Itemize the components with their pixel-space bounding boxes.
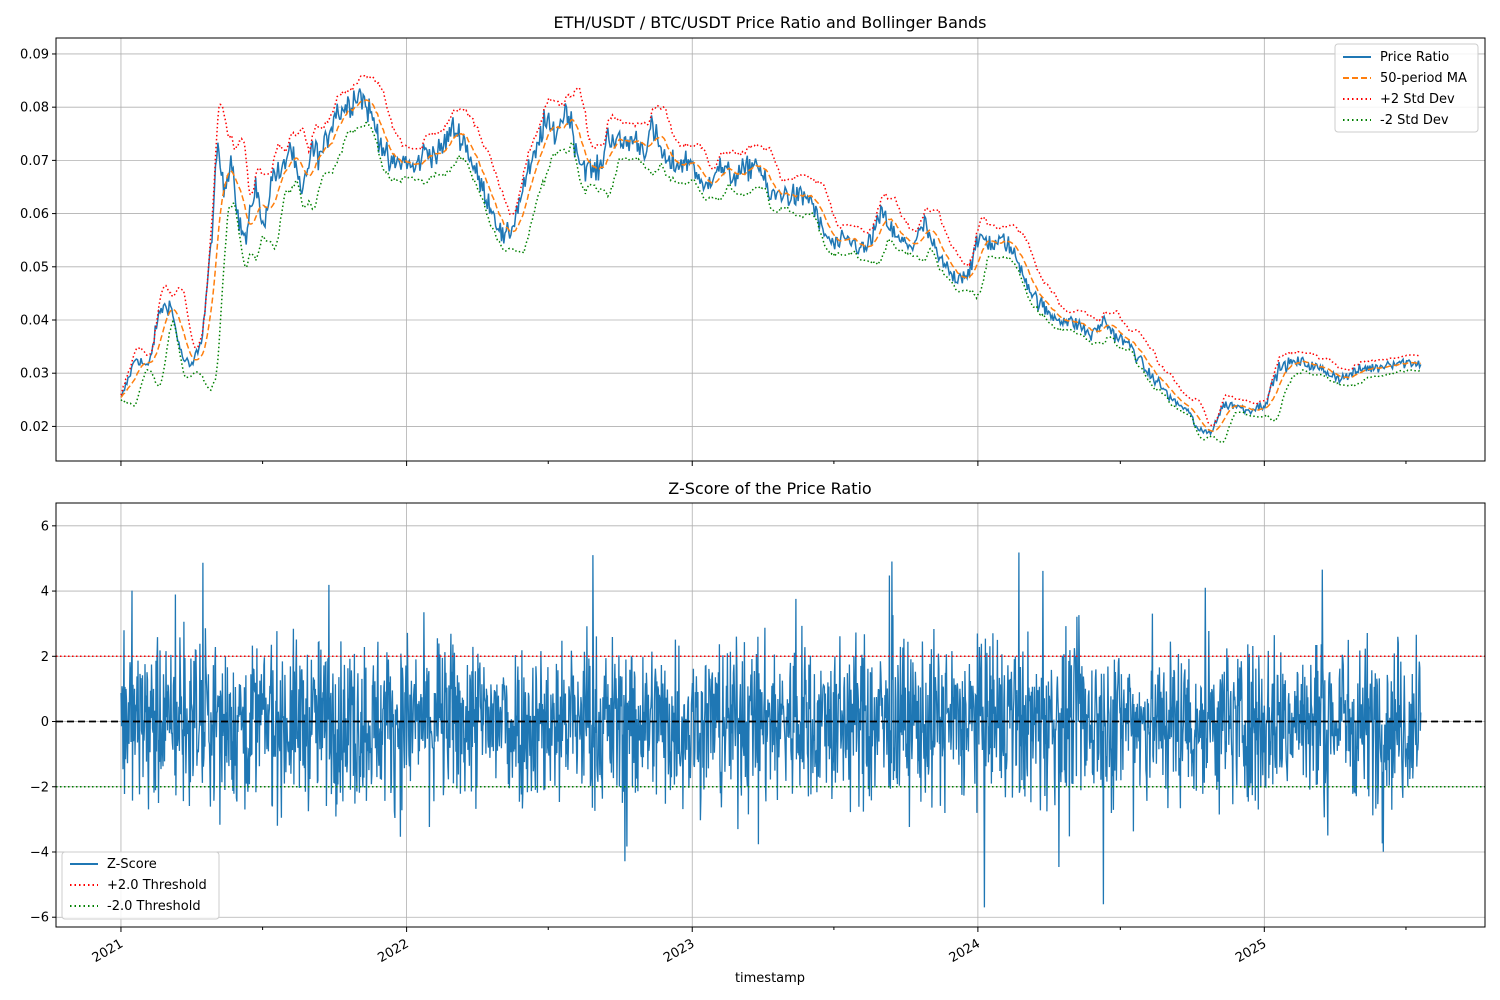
price-ratio-y-ticks: 0.02 0.03 0.04 0.05 0.06 0.07 0.08 0.09 xyxy=(20,47,56,435)
upper-band-line xyxy=(120,74,1421,428)
price-ratio-x-ticks xyxy=(120,461,1407,466)
price-ratio-y-tick-label: 0.02 xyxy=(20,420,49,435)
price-ratio-y-tick-label: 0.04 xyxy=(20,314,49,329)
price-ratio-axes-frame xyxy=(55,37,1486,462)
price-ratio-series xyxy=(120,74,1422,444)
price-ratio-y-tick-label: 0.09 xyxy=(20,47,49,62)
zscore-y-tick-label: 2 xyxy=(41,650,49,665)
zscore-legend: Z-Score +2.0 Threshold -2.0 Threshold xyxy=(61,851,220,920)
zscore-line xyxy=(120,552,1422,908)
price-ratio-grid xyxy=(56,38,1485,461)
lower-band-line xyxy=(120,121,1421,444)
legend-label-ma: 50-period MA xyxy=(1380,71,1467,86)
legend-label-zscore: Z-Score xyxy=(107,857,157,872)
moving-average-line xyxy=(120,99,1421,432)
price-ratio-y-tick-label: 0.03 xyxy=(20,367,49,382)
legend-box xyxy=(1334,43,1479,133)
zscore-y-ticks: −6 −4 −2 0 2 4 6 xyxy=(30,519,56,926)
zscore-series xyxy=(56,552,1485,908)
price-ratio-panel: ETH/USDT / BTC/USDT Price Ratio and Boll… xyxy=(20,13,1486,466)
zscore-y-tick-label: 6 xyxy=(41,519,49,534)
zscore-y-tick-label: −2 xyxy=(30,780,49,795)
x-axis-label: timestamp xyxy=(735,971,805,986)
zscore-title: Z-Score of the Price Ratio xyxy=(668,479,871,498)
price-ratio-y-tick-label: 0.07 xyxy=(20,154,49,169)
legend-label-lower-band: -2 Std Dev xyxy=(1380,113,1449,128)
zscore-y-tick-label: 0 xyxy=(41,715,49,730)
legend-label-price-ratio: Price Ratio xyxy=(1380,50,1449,65)
zscore-y-tick-label: −6 xyxy=(30,911,49,926)
price-ratio-y-tick-label: 0.08 xyxy=(20,101,49,116)
legend-label-upper-band: +2 Std Dev xyxy=(1380,92,1455,107)
price-ratio-legend: Price Ratio 50-period MA +2 Std Dev -2 S… xyxy=(1334,43,1479,133)
zscore-y-tick-label: −4 xyxy=(30,845,49,860)
price-ratio-y-tick-label: 0.06 xyxy=(20,207,49,222)
price-ratio-title: ETH/USDT / BTC/USDT Price Ratio and Boll… xyxy=(553,13,986,32)
zscore-axes-frame xyxy=(55,502,1486,928)
legend-label-lower-threshold: -2.0 Threshold xyxy=(107,899,201,914)
price-ratio-line xyxy=(120,88,1422,437)
zscore-y-tick-label: 4 xyxy=(41,585,49,600)
legend-label-upper-threshold: +2.0 Threshold xyxy=(107,878,207,893)
legend-box xyxy=(61,851,220,920)
price-ratio-y-tick-label: 0.05 xyxy=(20,260,49,275)
